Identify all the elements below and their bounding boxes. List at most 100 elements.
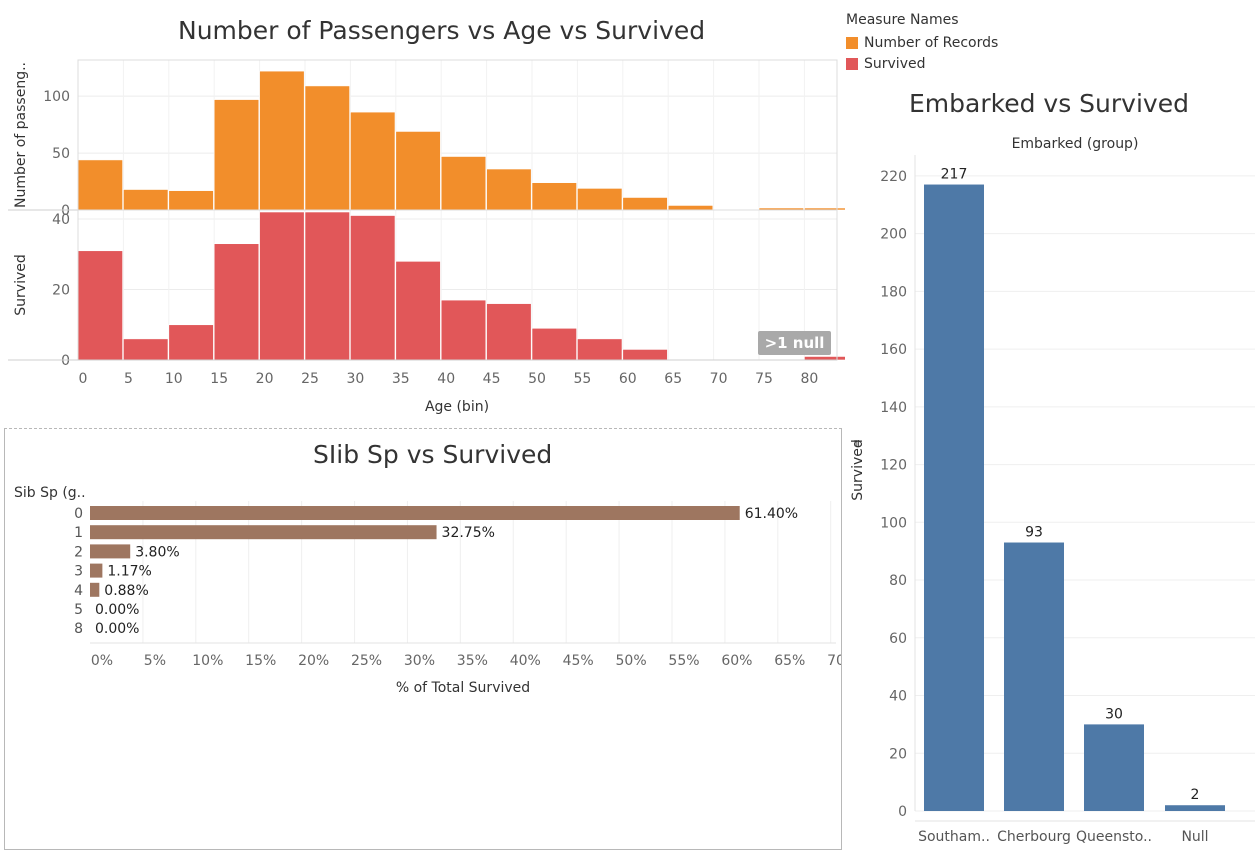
- x-tick-label: 55: [573, 371, 591, 387]
- bar-survived-55: [577, 338, 623, 361]
- x-tick-label: 30: [346, 371, 364, 387]
- category-label: 8: [74, 621, 83, 637]
- x-tick-label: 55%: [668, 653, 699, 669]
- legend-label: Number of Records: [864, 34, 999, 51]
- bar-survived-45: [486, 303, 532, 361]
- x-tick-label: 15: [210, 371, 228, 387]
- bar-survived-0: [77, 250, 123, 361]
- null-indicator-badge[interactable]: >1 null: [758, 331, 831, 355]
- bar-survived-60: [622, 349, 668, 361]
- y-tick-label: 140: [880, 400, 907, 416]
- bar-survived-25: [304, 211, 350, 361]
- x-tick-label: 30%: [404, 653, 435, 669]
- x-tick-label: Southam..: [918, 829, 990, 845]
- category-label: 1: [74, 525, 83, 541]
- bar-records-40: [440, 156, 487, 211]
- y-tick-label: 120: [880, 458, 907, 474]
- x-tick-label: 25%: [351, 653, 382, 669]
- sibsp-chart-frame: [4, 428, 842, 850]
- bar-records-10: [168, 190, 214, 211]
- legend-swatch-survived: [846, 57, 858, 70]
- y-tick-label: 40: [52, 212, 70, 228]
- bar-records-55: [577, 188, 623, 211]
- x-tick-label: 50: [528, 371, 546, 387]
- x-axis-label: Age (bin): [425, 399, 489, 415]
- bar-survived-30: [350, 215, 396, 361]
- bar-records-25: [304, 85, 350, 211]
- x-tick-label: 70%: [827, 653, 841, 669]
- y-tick-label: 20: [52, 283, 70, 299]
- x-tick-label: 60%: [721, 653, 752, 669]
- bar-survived-50: [531, 327, 577, 361]
- embarked-chart-title: Embarked vs Survived: [909, 89, 1189, 118]
- group-header: Embarked (group): [1012, 136, 1139, 152]
- bar-sibsp-0: [90, 506, 740, 520]
- measure-names-legend: Measure Names Number of Records Survived: [846, 12, 998, 74]
- data-label: 217: [941, 167, 968, 183]
- row-header: Sib Sp (g..: [14, 485, 86, 501]
- legend-title: Measure Names: [846, 12, 959, 28]
- y-tick-label: 0: [61, 353, 70, 369]
- y-tick-label: 0: [898, 804, 907, 820]
- y-tick-label: 100: [880, 515, 907, 531]
- x-tick-label: 10%: [192, 653, 223, 669]
- bar-embarked-Cherbourg: [1004, 542, 1064, 811]
- age-chart-title: Number of Passengers vs Age vs Survived: [178, 16, 706, 45]
- x-tick-label: 15%: [245, 653, 276, 669]
- bar-records-5: [123, 189, 169, 211]
- data-label: 32.75%: [442, 525, 495, 541]
- bar-survived-40: [440, 299, 487, 361]
- bar-survived-5: [123, 338, 169, 361]
- bar-survived-80: [804, 356, 845, 361]
- x-tick-label: 5%: [144, 653, 166, 669]
- x-tick-label: Queensto..: [1076, 829, 1152, 845]
- y-tick-label: 100: [43, 89, 70, 105]
- y-axis-label: Number of passeng..: [13, 62, 29, 208]
- data-label: 0.00%: [95, 621, 139, 637]
- data-label: 0.88%: [104, 583, 148, 599]
- x-tick-label: 60: [619, 371, 637, 387]
- sibsp-bar-chart: Sib Sp (g.. 0 61.40% 1 32.75% 2 3.80% 3 1.17% 4 0.…: [14, 485, 841, 696]
- y-tick-label: 40: [889, 689, 907, 705]
- x-tick-label: 65: [664, 371, 682, 387]
- category-label: 4: [74, 583, 83, 599]
- x-tick-label: 35%: [457, 653, 488, 669]
- x-tick-label: 0: [79, 371, 88, 387]
- y-tick-label: 160: [880, 342, 907, 358]
- x-axis-label: % of Total Survived: [396, 680, 530, 696]
- legend-swatch-records: [846, 36, 858, 49]
- category-label: 5: [74, 602, 83, 618]
- data-label: 0.00%: [95, 602, 139, 618]
- y-tick-label: 60: [889, 631, 907, 647]
- bar-sibsp-1: [90, 525, 437, 540]
- data-label: 93: [1025, 525, 1043, 541]
- sibsp-chart-title: SIib Sp vs Survived: [313, 440, 553, 469]
- x-tick-label: 0%: [91, 653, 113, 669]
- y-axis-label: Survived: [850, 439, 866, 500]
- x-tick-label: 10: [165, 371, 183, 387]
- x-tick-label: 70: [710, 371, 728, 387]
- y-tick-label: 180: [880, 284, 907, 300]
- bar-survived-35: [395, 261, 441, 361]
- bar-records-15: [213, 99, 260, 211]
- x-tick-label: 20%: [298, 653, 329, 669]
- age-histogram-chart: 0 50 100 Number of passeng.. 0 20 40 Survived 0 5…: [8, 59, 845, 415]
- x-tick-label: 35: [392, 371, 410, 387]
- bar-records-50: [531, 182, 577, 211]
- category-label: 2: [74, 544, 83, 560]
- legend-item-survived[interactable]: Survived: [846, 53, 998, 74]
- x-tick-label: 75: [755, 371, 773, 387]
- legend-item-number-of-records[interactable]: Number of Records: [846, 32, 998, 53]
- x-tick-label: 40: [437, 371, 455, 387]
- bar-embarked-Queensto..: [1084, 724, 1144, 811]
- x-tick-label: Cherbourg: [997, 829, 1071, 845]
- y-tick-label: 20: [889, 746, 907, 762]
- category-label: 3: [74, 564, 83, 580]
- x-tick-label: 5: [124, 371, 133, 387]
- x-tick-label: 50%: [616, 653, 647, 669]
- y-tick-label: 220: [880, 169, 907, 185]
- data-label: 61.40%: [745, 506, 798, 522]
- category-label: 0: [74, 506, 83, 522]
- data-label: 3.80%: [135, 544, 179, 560]
- bar-survived-20: [259, 211, 305, 361]
